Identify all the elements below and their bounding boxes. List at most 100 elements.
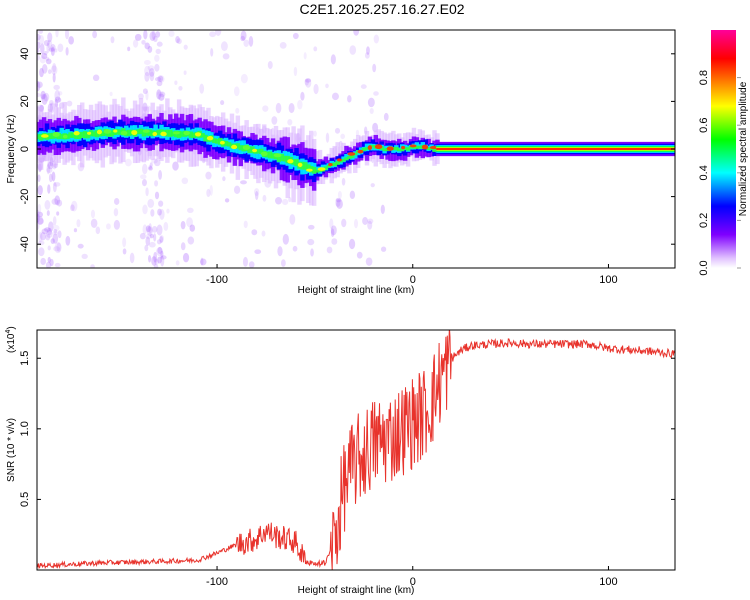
spectrogram-noise-cell xyxy=(154,54,160,62)
spectrogram-noise-cell xyxy=(43,92,50,102)
spectrogram-noise-cell xyxy=(142,204,148,215)
spectrogram-noise-cell xyxy=(50,46,55,56)
spectrogram-noise-cell xyxy=(300,91,305,101)
spectrogram-noise-cell xyxy=(262,194,267,202)
spectrogram-noise-cell xyxy=(373,91,379,96)
spectrogram-noise-cell xyxy=(47,159,52,168)
spectrogram-noise-cell xyxy=(106,223,111,230)
spectrogram-noise-cell xyxy=(330,228,335,238)
spectrogram-cell xyxy=(303,162,308,170)
spectrogram-cell xyxy=(291,159,296,165)
spectrogram-noise-cell xyxy=(156,247,163,257)
spectrogram-noise-cell xyxy=(335,198,341,207)
spectrogram-noise-cell xyxy=(235,107,240,114)
spectrogram-cell xyxy=(165,129,170,137)
spectrogram-cell xyxy=(400,148,405,152)
spectrogram-cell xyxy=(402,144,408,156)
spectrogram-cell xyxy=(159,129,164,134)
spectrogram-noise-cell xyxy=(288,197,292,203)
spectrogram-y-tick-label: -40 xyxy=(19,236,31,252)
spectrogram-noise-cell xyxy=(46,42,50,53)
spectrogram-peak xyxy=(231,144,238,150)
spectrogram-cell xyxy=(135,129,141,135)
spectrogram-cell xyxy=(350,154,355,158)
spectrogram-cell xyxy=(411,145,417,149)
spectrogram-cell xyxy=(347,156,352,160)
spectrogram-noise-cell xyxy=(163,221,169,231)
spectrogram-noise-cell xyxy=(129,252,135,264)
spectrogram-noise-cell xyxy=(224,198,230,203)
spectrogram-steady-band xyxy=(436,148,675,150)
spectrogram-noise-cell xyxy=(200,258,207,266)
spectrogram-noise-cell xyxy=(367,218,374,224)
spectrogram-noise-cell xyxy=(267,60,273,70)
spectrogram-noise-cell xyxy=(243,220,248,229)
spectrogram-noise-cell xyxy=(160,255,167,260)
colorbar-label: Normalized spectral amplitude xyxy=(738,81,749,216)
spectrogram-noise-cell xyxy=(183,70,187,75)
spectrogram-noise-cell xyxy=(142,163,148,175)
spectrogram-noise-cell xyxy=(64,30,70,40)
spectrogram-cell xyxy=(256,149,261,154)
snr-y-scale-label: (x104) xyxy=(5,326,17,353)
spectrogram-noise-cell xyxy=(240,35,245,42)
spectrogram-cell xyxy=(247,146,252,153)
spectrogram-cell xyxy=(417,145,423,149)
spectrogram-noise-cell xyxy=(52,73,56,83)
spectrogram-cell xyxy=(118,129,123,135)
spectrogram-peak xyxy=(328,163,333,167)
snr-series-line xyxy=(37,330,675,570)
spectrogram-noise-cell xyxy=(47,69,52,75)
spectrogram-noise-cell xyxy=(141,39,146,45)
spectrogram-peak xyxy=(152,131,158,137)
snr-chart: -100 0 100 0.5 1.0 1.5 Height of straight li… xyxy=(5,326,676,596)
spectrogram-noise-cell xyxy=(148,223,152,235)
spectrogram-cell xyxy=(77,132,82,140)
spectrogram-noise-cell xyxy=(52,233,59,244)
spectrogram-noise-cell xyxy=(142,88,148,95)
spectrogram-noise-cell xyxy=(41,53,48,60)
spectrogram-noise-cell xyxy=(47,161,54,170)
spectrogram-noise-cell xyxy=(76,219,81,228)
spectrogram-noise-cell xyxy=(144,65,151,77)
spectrogram-noise-cell xyxy=(354,218,359,229)
spectrogram-noise-cell xyxy=(355,129,360,136)
spectrogram-cell xyxy=(115,129,120,135)
spectrogram-noise-cell xyxy=(51,198,59,205)
spectrogram-peak xyxy=(242,145,251,150)
spectrogram-peak xyxy=(374,144,383,150)
spectrogram-peak xyxy=(87,131,92,135)
spectrogram-noise-cell xyxy=(95,226,101,235)
spectrogram-noise-cell xyxy=(50,65,58,75)
spectrogram-peak xyxy=(206,136,214,141)
spectrogram-peak xyxy=(273,153,282,158)
spectrogram-noise-cell xyxy=(37,174,41,182)
spectrogram-y-tick-label: 0 xyxy=(19,146,31,152)
spectrogram-noise-cell xyxy=(148,68,155,77)
spectrogram-cell xyxy=(71,132,76,138)
spectrogram-noise-cell xyxy=(220,41,228,52)
spectrogram-x-tick-label: -100 xyxy=(206,274,228,286)
spectrogram-noise-cell xyxy=(109,91,113,97)
spectrogram-peak xyxy=(120,130,128,136)
spectrogram-noise-cell xyxy=(57,97,62,103)
spectrogram-noise-cell xyxy=(132,39,139,48)
spectrogram-noise-cell xyxy=(39,67,44,78)
spectrogram-peak xyxy=(297,162,303,168)
spectrogram-noise-cell xyxy=(365,257,373,266)
spectrogram-peak xyxy=(429,145,438,150)
spectrogram-cell xyxy=(127,129,132,136)
spectrogram-noise-cell xyxy=(153,251,158,263)
spectrogram-cell xyxy=(91,131,97,137)
spectrogram-cell xyxy=(94,130,100,138)
spectrogram-noise-cell xyxy=(37,41,41,50)
spectrogram-noise-cell xyxy=(43,51,48,56)
spectrogram-cell xyxy=(138,128,144,135)
snr-frame xyxy=(36,329,676,571)
spectrogram-peak xyxy=(306,168,313,172)
spectrogram-noise-cell xyxy=(292,245,298,252)
spectrogram-noise-cell xyxy=(180,220,186,230)
spectrogram-noise-cell xyxy=(37,92,41,98)
spectrogram-cell xyxy=(364,147,370,150)
spectrogram-noise-cell xyxy=(50,238,55,244)
